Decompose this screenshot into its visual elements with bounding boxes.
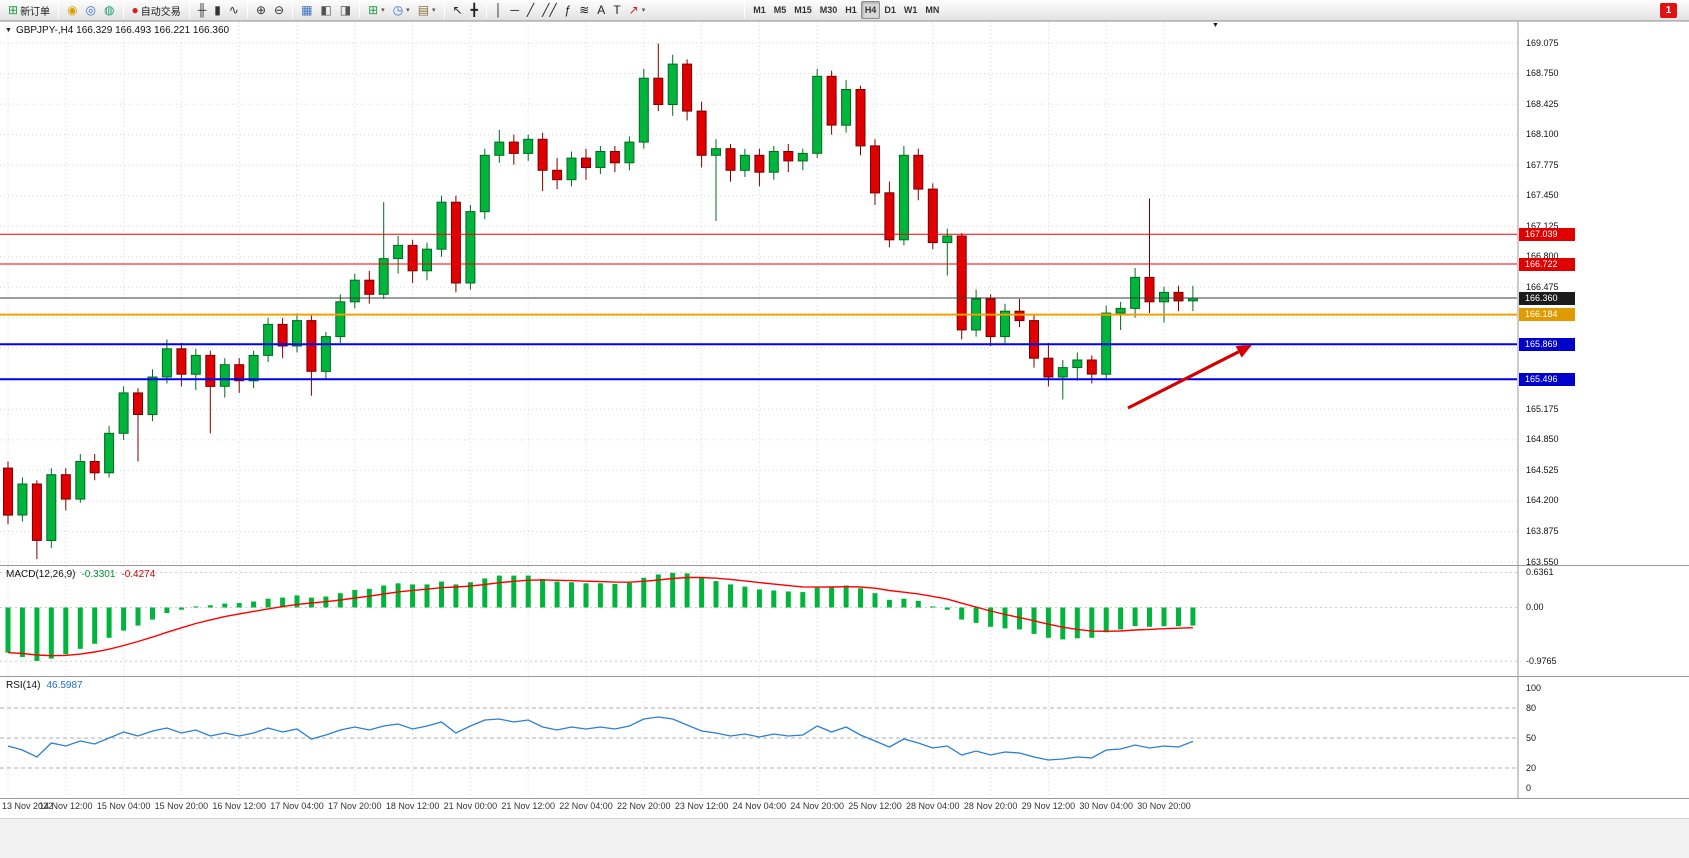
data-window-button-icon: ◍ (104, 3, 115, 17)
status-bar (0, 818, 1689, 858)
indicators-button[interactable]: ⊞ ▾ (364, 1, 389, 19)
text-label-button[interactable]: T (609, 1, 624, 19)
tile-windows-button-icon: ▦ (301, 3, 313, 17)
bar-chart-button-icon: ╫ (197, 3, 207, 17)
templates-button-icon: ▤ (417, 3, 430, 17)
new-order-button[interactable]: ⊞ 新订单 (4, 1, 54, 19)
tf-w1-label: W1 (903, 5, 918, 15)
toolbar-separator (359, 2, 361, 18)
auto-scroll-button-icon: ◧ (320, 3, 332, 17)
periods-button[interactable]: ◷ ▾ (389, 1, 414, 19)
auto-trading-button-text: 自动交易 (140, 6, 181, 18)
trendline-button[interactable]: ╱ (523, 1, 538, 19)
tf-m30-label: M30 (819, 5, 838, 15)
zoom-out-button[interactable]: ⊖ (270, 1, 288, 19)
text-label-button-icon: T (613, 3, 621, 17)
fibonacci-button[interactable]: ƒ (561, 1, 576, 19)
toolbar-separator (122, 2, 124, 18)
horizontal-line-button-icon: ─ (510, 3, 519, 17)
profiles-button[interactable]: ◎ (82, 1, 100, 19)
chart-menu-button[interactable]: ▼ (5, 27, 12, 34)
tf-h4[interactable]: H4 (860, 1, 881, 19)
zoom-in-button[interactable]: ⊕ (252, 1, 270, 19)
auto-scroll-button[interactable]: ◧ (316, 1, 335, 19)
cursor-button-icon: ↖ (452, 3, 463, 17)
tf-m1[interactable]: M1 (749, 1, 770, 19)
tf-mn[interactable]: MN (921, 1, 943, 19)
periods-button-icon: ◷ (392, 3, 404, 17)
tf-d1-label: D1 (884, 5, 896, 15)
trendline-button-icon: ╱ (526, 3, 535, 17)
main-toolbar: ⊞ 新订单 ◉ ◎ ◍ ● 自动交易 ╫ ▮ ∿ ⊕ ⊖ ▦ ◧ ◨ ⊞ ▾ ◷ ▾ ▤ ▾ ↖ ╋ │ ─ ╱ ╱╱ ƒ ≋ A T ↗ ▾ M… (0, 0, 1689, 21)
tf-m1-label: M1 (753, 5, 766, 15)
tile-windows-button[interactable]: ▦ (297, 1, 316, 19)
fibonacci-button-icon: ƒ (564, 3, 572, 17)
tf-m5[interactable]: M5 (770, 1, 791, 19)
tf-m30[interactable]: M30 (816, 1, 842, 19)
arrows-button-icon: ↗ (628, 3, 639, 17)
toolbar-separator (246, 2, 248, 18)
tf-w1[interactable]: W1 (900, 1, 922, 19)
new-order-button-text: 新订单 (20, 6, 51, 18)
auto-trading-button[interactable]: ● 自动交易 (128, 1, 185, 19)
vertical-line-button[interactable]: │ (491, 1, 507, 19)
zoom-out-button-icon: ⊖ (274, 3, 285, 17)
line-chart-button-icon: ∿ (228, 3, 239, 17)
data-window-button[interactable]: ◍ (100, 1, 118, 19)
tf-m15-label: M15 (794, 5, 812, 15)
tf-m5-label: M5 (773, 5, 787, 15)
candlestick-button[interactable]: ▮ (210, 1, 225, 19)
charts-button[interactable]: ◉ (63, 1, 81, 19)
scroll-end-marker[interactable]: ▼ (1212, 22, 1219, 29)
toolbar-separator (292, 2, 294, 18)
waves-button[interactable]: ≋ (575, 1, 593, 19)
new-order-button-icon: ⊞ (8, 3, 19, 17)
text-button[interactable]: A (593, 1, 609, 19)
vertical-line-button-icon: │ (494, 3, 503, 17)
channel-button[interactable]: ╱╱ (538, 1, 560, 19)
toolbar-separator (58, 2, 60, 18)
tf-h4-label: H4 (864, 5, 877, 15)
tf-h1[interactable]: H1 (841, 1, 861, 19)
toolbar-separator (443, 2, 445, 18)
templates-button[interactable]: ▤ ▾ (414, 1, 440, 19)
indicators-button-icon: ⊞ (368, 3, 379, 17)
chevron-down-icon: ▾ (641, 7, 646, 14)
chart-shift-button[interactable]: ◨ (336, 1, 355, 19)
cursor-button[interactable]: ↖ (449, 1, 467, 19)
crosshair-button-icon: ╋ (470, 3, 478, 17)
bar-chart-button[interactable]: ╫ (194, 1, 211, 19)
chevron-down-icon: ▾ (432, 7, 436, 14)
toolbar-separator (744, 2, 746, 18)
auto-trading-button-icon: ● (131, 3, 139, 17)
channel-button-icon: ╱╱ (542, 3, 557, 17)
chevron-down-icon: ▾ (381, 7, 385, 14)
tf-d1[interactable]: D1 (880, 1, 900, 19)
chart-shift-button-icon: ◨ (339, 3, 352, 17)
crosshair-button[interactable]: ╋ (467, 1, 482, 19)
arrows-button[interactable]: ↗ ▾ (625, 1, 650, 19)
zoom-in-button-icon: ⊕ (255, 3, 267, 17)
charts-button-icon: ◉ (67, 3, 78, 17)
toolbar-separator (485, 2, 487, 18)
profiles-button-icon: ◎ (85, 3, 97, 17)
notification-badge[interactable]: 1 (1660, 2, 1677, 18)
chevron-down-icon: ▾ (406, 7, 410, 14)
tf-m15[interactable]: M15 (790, 1, 816, 19)
text-button-icon: A (597, 3, 606, 17)
line-chart-button[interactable]: ∿ (225, 1, 243, 19)
tf-mn-label: MN (925, 5, 940, 15)
waves-button-icon: ≋ (579, 3, 590, 17)
horizontal-line-button[interactable]: ─ (506, 1, 523, 19)
tf-h1-label: H1 (845, 5, 857, 15)
toolbar-separator (188, 2, 190, 18)
candlestick-button-icon: ▮ (214, 3, 221, 17)
